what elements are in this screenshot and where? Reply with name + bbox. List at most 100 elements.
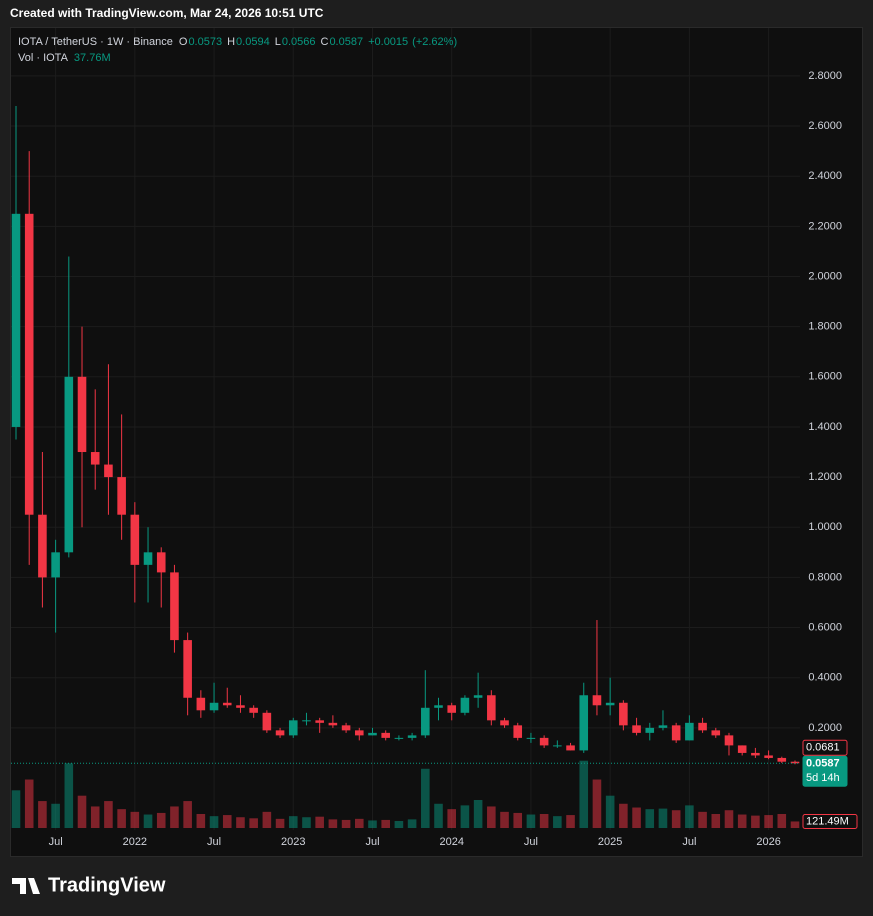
candle-body [553, 745, 562, 747]
y-tick-label: 2.8000 [808, 70, 842, 82]
y-tick-label: 2.2000 [808, 220, 842, 232]
candle-body [196, 697, 206, 711]
candle-body [156, 552, 166, 573]
y-tick-label: 2.0000 [808, 270, 842, 282]
candle-body [24, 213, 34, 515]
candle-body [407, 735, 417, 738]
y-tick-label: 1.6000 [808, 371, 842, 383]
candle-body [619, 702, 628, 726]
volume-bar [209, 816, 219, 828]
candle-body [51, 552, 60, 578]
volume-bar [183, 801, 192, 828]
price-tag-countdown: 5d 14h [806, 772, 840, 784]
candle-body [249, 707, 258, 713]
volume-tag-label: 121.49M [806, 815, 849, 827]
volume-bar [328, 819, 338, 828]
candle-body [539, 737, 549, 746]
volume-bar [579, 760, 589, 828]
candle-body [500, 720, 509, 726]
volume-bar [117, 809, 126, 828]
x-tick-label: 2025 [598, 836, 622, 848]
volume-bar [724, 810, 734, 828]
y-tick-label: 0.6000 [808, 621, 842, 633]
volume-bar [447, 809, 457, 828]
volume-bar [605, 795, 615, 828]
ohlc-value: 0.0573 [188, 36, 222, 48]
candle-body [434, 705, 443, 708]
candle-body [236, 705, 245, 708]
volume-bar [64, 763, 74, 828]
volume-bar [381, 819, 390, 828]
volume-bar [566, 815, 575, 828]
volume-value: 37.76M [74, 52, 111, 64]
candle-body [117, 477, 126, 515]
volume-bar [539, 814, 549, 828]
volume-title: Vol · IOTA [18, 52, 69, 64]
candle-body [143, 552, 153, 565]
volume-bar [77, 795, 87, 828]
candle-body [368, 732, 377, 736]
candle-body [222, 702, 232, 706]
candle-body [209, 702, 219, 711]
candle-body [77, 376, 87, 453]
volume-bar [262, 811, 272, 828]
y-tick-label: 1.4000 [808, 421, 842, 433]
volume-bar [592, 779, 602, 828]
candle-body [645, 727, 655, 733]
x-tick-label: 2023 [281, 836, 305, 848]
candle-body [473, 695, 483, 698]
candle-body [394, 737, 404, 739]
candle-body [671, 725, 681, 741]
candle-body [790, 761, 800, 764]
candle-body [605, 702, 615, 706]
price-tag-label: 0.0587 [806, 758, 840, 770]
volume-bar [156, 812, 166, 828]
candle-body [421, 707, 430, 736]
y-tick-label: 1.0000 [808, 521, 842, 533]
price-tag-box [802, 739, 848, 756]
volume-bar [764, 815, 773, 828]
ohlc-value: 0.0587 [329, 36, 363, 48]
ohlc-key: L [275, 36, 281, 48]
candle-body [764, 755, 773, 758]
x-tick-label: Jul [365, 836, 379, 848]
x-tick-label: Jul [49, 836, 63, 848]
volume-bar [434, 803, 443, 828]
candle-body [90, 452, 100, 465]
candle-body [288, 720, 298, 736]
brand: TradingView [48, 874, 166, 896]
volume-bar [526, 814, 536, 828]
candle-body [724, 735, 734, 746]
candle-body [11, 213, 21, 427]
candle-body [170, 572, 179, 641]
volume-bar [38, 801, 47, 828]
volume-bar [553, 816, 562, 828]
x-tick-label: Jul [207, 836, 221, 848]
candle-body [513, 725, 523, 738]
candle-body [381, 732, 390, 738]
volume-bar [249, 818, 258, 828]
ohlc-key: C [320, 36, 328, 48]
candle-body [38, 514, 47, 578]
volume-bar [236, 817, 245, 828]
candle-body [592, 695, 602, 706]
candle-body [341, 725, 351, 731]
volume-bar [737, 814, 747, 828]
candle-body [275, 730, 285, 736]
candle-body [579, 695, 589, 751]
volume-bar [368, 820, 377, 828]
volume-bar [460, 805, 470, 828]
candle-body [130, 514, 140, 565]
volume-bar [711, 814, 721, 828]
logo-icon [12, 878, 40, 894]
volume-bar [421, 768, 430, 828]
volume-bar [24, 779, 34, 828]
price-change: +0.0015 [368, 36, 408, 48]
price-tag-box [802, 755, 848, 787]
candle-body [777, 757, 787, 762]
volume-bar [407, 819, 417, 828]
volume-bar [500, 811, 509, 828]
candle-body [460, 697, 470, 713]
volume-bar [143, 814, 153, 828]
candle-body [328, 722, 338, 726]
